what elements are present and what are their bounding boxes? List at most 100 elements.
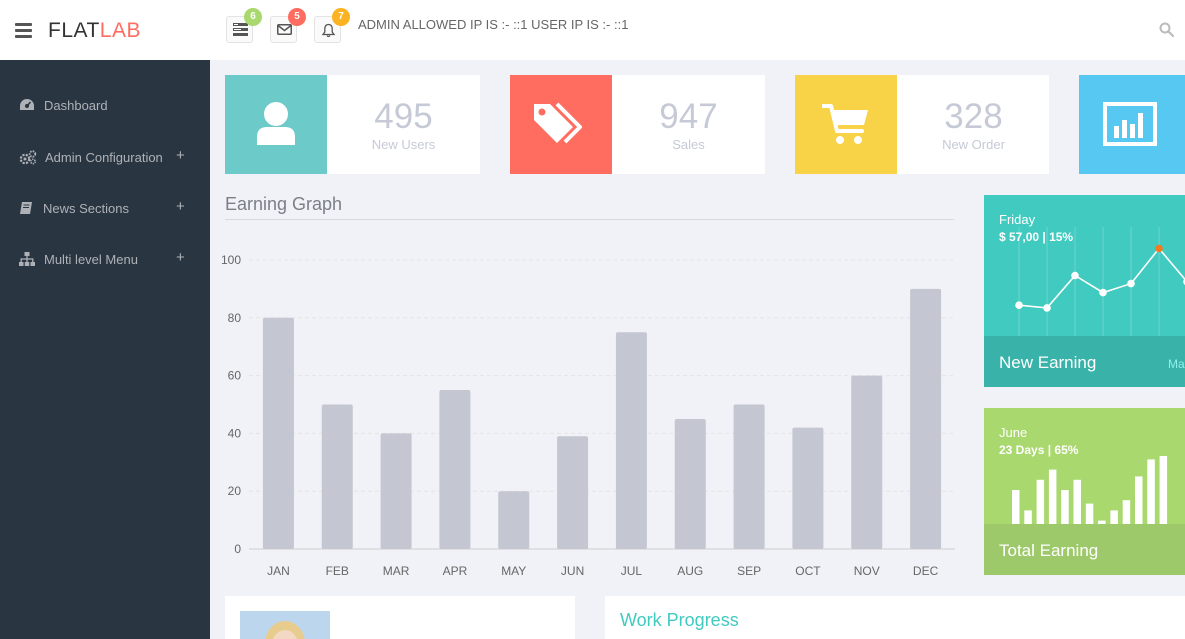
- stat-label: Sales: [672, 137, 705, 152]
- y-tick-label: 100: [221, 253, 241, 267]
- messages-notification-button[interactable]: 5: [270, 8, 306, 43]
- earning-graph-title: Earning Graph: [225, 194, 343, 214]
- sparkline-point: [1127, 279, 1135, 288]
- stat-symbol: [510, 75, 612, 174]
- work-progress-title: Work Progress: [620, 610, 739, 630]
- sparkline-point: [1099, 288, 1107, 297]
- avatar-image: [240, 611, 330, 639]
- stat-sales[interactable]: 947 Sales: [510, 75, 765, 174]
- work-progress-card: Work Progress: [605, 596, 1185, 639]
- avatar[interactable]: [240, 611, 330, 639]
- x-tick-label: NOV: [854, 564, 880, 578]
- new-earning-side-text: Ma: [1168, 357, 1185, 371]
- x-tick-label: JUL: [621, 564, 643, 578]
- bar: [910, 288, 942, 549]
- sparkline-point: [1071, 271, 1079, 280]
- sidebar-item-dashboard[interactable]: Dashboard: [0, 85, 210, 125]
- bar: [733, 404, 765, 549]
- bar: [851, 375, 883, 549]
- sparkbar: [1085, 503, 1094, 524]
- book-icon: [20, 202, 32, 214]
- sparkline-point: [1015, 301, 1023, 309]
- sidebar-item-label: Multi level Menu: [44, 252, 138, 267]
- tasks-icon: [233, 23, 248, 36]
- envelope-icon: [277, 24, 292, 35]
- tasks-count-badge: 6: [244, 8, 262, 26]
- total-earning-panel[interactable]: June 23 Days | 65% Total Earning: [984, 408, 1185, 575]
- stat-label: New Order: [942, 137, 1005, 152]
- tags-icon: [534, 102, 582, 144]
- total-earning-value: 23 Days | 65%: [999, 443, 1079, 457]
- sparkbar: [1122, 500, 1131, 524]
- brand-logo[interactable]: FLATLAB: [48, 19, 141, 43]
- sidebar-item-news-sections[interactable]: News Sections +: [0, 188, 210, 228]
- new-earning-sparkline: [1015, 227, 1185, 336]
- stat-symbol: [795, 75, 897, 174]
- expand-icon[interactable]: +: [176, 198, 185, 215]
- sitemap-icon: [19, 252, 35, 266]
- x-tick-label: FEB: [326, 564, 349, 578]
- sparkbar: [1012, 490, 1020, 524]
- bar: [321, 404, 353, 549]
- sparkbar: [1024, 510, 1032, 524]
- stat-value: 947: [659, 97, 718, 136]
- sparkline-line: [1018, 247, 1185, 309]
- sparkline-point: [1043, 304, 1051, 312]
- new-earning-panel[interactable]: Friday $ 57,00 | 15% New Earning Ma: [984, 195, 1185, 387]
- sparkbar: [1036, 479, 1045, 524]
- new-earning-value: $ 57,00 | 15%: [999, 230, 1074, 244]
- sparkbar: [1073, 479, 1081, 524]
- bell-icon: [321, 23, 336, 38]
- sparkbar: [1147, 459, 1155, 524]
- sparkbar: [1061, 490, 1069, 524]
- bar-chart-icon: [1103, 102, 1157, 146]
- expand-icon[interactable]: +: [176, 147, 185, 164]
- search-icon[interactable]: [1159, 22, 1174, 37]
- sparkbar: [1135, 476, 1143, 524]
- stat-new-users[interactable]: 495 New Users: [225, 75, 480, 174]
- sidebar-item-label: News Sections: [43, 201, 129, 216]
- messages-count-badge: 5: [288, 8, 306, 26]
- earning-graph-divider: [225, 219, 954, 220]
- cogs-icon: [19, 150, 37, 165]
- new-earning-day: Friday: [999, 212, 1036, 227]
- tasks-notification-button[interactable]: 6: [226, 8, 262, 43]
- profile-card: [225, 596, 575, 639]
- expand-icon[interactable]: +: [176, 249, 185, 266]
- bar: [674, 418, 706, 549]
- sparkbar: [1159, 456, 1168, 524]
- alerts-count-badge: 7: [332, 8, 350, 26]
- bar: [615, 332, 647, 549]
- x-tick-label: JAN: [267, 564, 290, 578]
- new-earning-title: New Earning: [999, 353, 1097, 372]
- x-tick-label: JUN: [561, 564, 584, 578]
- x-tick-label: DEC: [913, 564, 939, 578]
- sparkbar: [1048, 469, 1057, 524]
- sparkbar: [1098, 520, 1106, 524]
- bar: [557, 436, 589, 549]
- alerts-notification-button[interactable]: 7: [314, 8, 350, 43]
- sidebar-item-multi-level-menu[interactable]: Multi level Menu +: [0, 239, 210, 279]
- x-tick-label: MAY: [501, 564, 526, 578]
- bar: [498, 491, 530, 549]
- cart-icon: [822, 104, 868, 144]
- sidebar-item-label: Dashboard: [44, 98, 108, 113]
- x-tick-label: SEP: [737, 564, 761, 578]
- stat-value: 328: [944, 97, 1003, 136]
- brand-logo-part1: FLAT: [48, 19, 100, 42]
- ip-info-text: ADMIN ALLOWED IP IS :- ::1 USER IP IS :-…: [358, 17, 629, 32]
- y-tick-label: 80: [228, 311, 242, 325]
- menu-toggle-icon[interactable]: [15, 23, 32, 38]
- stat-new-order[interactable]: 328 New Order: [795, 75, 1049, 174]
- stat-chart[interactable]: [1079, 75, 1185, 174]
- stat-symbol: [1079, 75, 1185, 174]
- y-tick-label: 20: [228, 484, 242, 498]
- earning-bar-chart: 0 20 40 60 80 100 JAN FEB MAR APR MAY JUN JUL AUG SEP O…: [221, 253, 955, 578]
- sparkbar: [1110, 510, 1118, 524]
- sidebar-item-admin-configuration[interactable]: Admin Configuration +: [0, 137, 210, 177]
- new-earning-footer: New Earning Ma: [984, 336, 1185, 387]
- stat-label: New Users: [371, 137, 436, 152]
- x-tick-label: AUG: [677, 564, 703, 578]
- top-header: FLATLAB 6 5 7 ADMIN ALLOWED IP IS :- ::1…: [0, 0, 1185, 60]
- total-earning-footer: Total Earning: [984, 524, 1185, 575]
